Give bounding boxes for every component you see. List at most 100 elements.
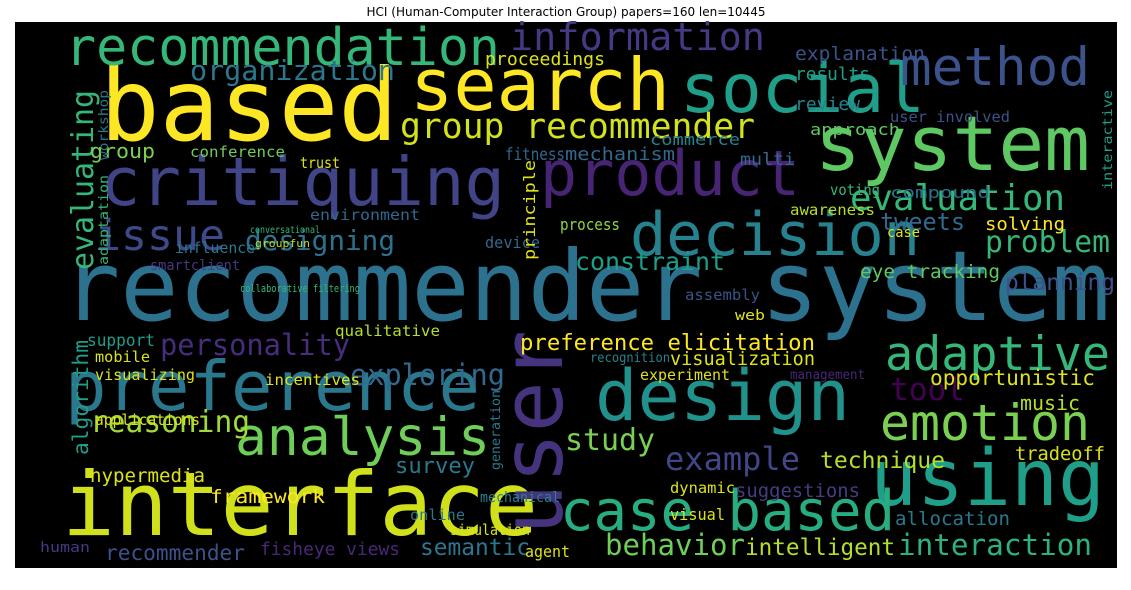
- word: method: [900, 37, 1090, 98]
- word: user involved: [890, 108, 1010, 126]
- word: review: [795, 94, 860, 115]
- word: example: [665, 440, 800, 478]
- word: mechanical: [480, 490, 560, 506]
- word: qualitative: [335, 322, 440, 340]
- word: organization: [190, 54, 395, 87]
- word: emotion: [880, 394, 1090, 452]
- word: information: [510, 15, 765, 59]
- word: intelligent: [745, 535, 895, 561]
- word: interaction: [898, 528, 1092, 562]
- word: critiquing: [100, 143, 505, 221]
- word: problem: [985, 225, 1110, 260]
- word: tweets: [880, 208, 965, 236]
- word: simulation: [450, 521, 530, 539]
- word-cloud-background: [15, 22, 1117, 568]
- figure-title: HCI (Human-Computer Interaction Group) p…: [367, 5, 766, 19]
- word: evaluation: [850, 178, 1065, 219]
- word: experiment: [640, 366, 730, 384]
- word: group recommender: [400, 107, 755, 147]
- word: allocation: [895, 508, 1010, 530]
- word: principle: [520, 160, 539, 260]
- word: interactive: [1101, 90, 1116, 190]
- word: adaptive: [885, 327, 1110, 382]
- word: mechanism: [565, 144, 675, 165]
- word: case: [887, 225, 920, 241]
- word: solving: [985, 214, 1065, 235]
- word: issue: [95, 211, 225, 261]
- word: mobile: [95, 348, 150, 366]
- word: visual: [670, 505, 725, 524]
- word: generation: [489, 390, 504, 470]
- word: multi: [740, 150, 795, 170]
- word: design: [595, 355, 850, 437]
- word: decision: [630, 200, 920, 270]
- word: visualization: [670, 348, 815, 370]
- word: fisheye views: [260, 539, 400, 560]
- word: user: [484, 330, 583, 535]
- word: eye tracking: [860, 261, 1000, 283]
- word: search: [410, 43, 670, 127]
- word: planning: [1005, 270, 1115, 296]
- word: commerce: [650, 130, 740, 149]
- word: preference: [65, 347, 480, 427]
- word: compound: [890, 183, 990, 202]
- word: conversational: [250, 225, 320, 236]
- word: assembly: [685, 286, 760, 304]
- word: designing: [245, 224, 395, 257]
- word: recommender: [105, 541, 245, 565]
- word: behavior: [605, 528, 745, 562]
- word: preference elicitation: [520, 331, 815, 356]
- word: adaptation: [97, 175, 112, 265]
- word: algorithm: [69, 340, 93, 455]
- word: recommender system: [62, 230, 1110, 343]
- word: exploring: [350, 358, 505, 392]
- word-cloud: recommender systembasedinterfacesystemus…: [40, 15, 1116, 565]
- word: web: [735, 308, 765, 324]
- word: case based: [560, 479, 895, 544]
- word: system: [815, 99, 1090, 188]
- word: technique: [820, 448, 945, 474]
- word: recognition: [590, 351, 670, 366]
- word: opportunistic: [930, 366, 1095, 390]
- word: groupfun: [255, 237, 310, 250]
- word: dynamic: [670, 479, 735, 497]
- word: trust: [300, 154, 340, 172]
- word: recommendation: [65, 18, 500, 78]
- word: using: [870, 434, 1105, 524]
- word: awareness: [790, 201, 875, 219]
- word: product: [540, 137, 800, 210]
- word: study: [565, 423, 655, 458]
- word: conference: [190, 143, 285, 161]
- word: semantic: [420, 535, 530, 561]
- word: influence: [175, 239, 255, 257]
- word: constraint: [575, 247, 725, 276]
- word: online: [410, 506, 465, 524]
- word: suggestions: [735, 480, 860, 502]
- word: tool: [890, 372, 965, 408]
- word: based: [100, 47, 398, 164]
- word: incentives: [265, 371, 360, 389]
- word: interface: [62, 453, 538, 556]
- word: explanation: [795, 43, 925, 65]
- word: smartclient: [150, 258, 240, 274]
- word: reasoning: [90, 405, 250, 440]
- word: framework: [210, 486, 326, 508]
- word: process: [560, 215, 620, 234]
- word: personality: [160, 328, 350, 362]
- word: environment: [310, 206, 420, 224]
- word: voting: [830, 181, 880, 199]
- word: support: [87, 331, 155, 351]
- word: analysis: [235, 407, 490, 468]
- word: fitness: [505, 145, 565, 165]
- word: workshop: [97, 90, 112, 160]
- word: proceedings: [485, 49, 605, 70]
- word: collaborative filtering: [240, 282, 360, 295]
- word: human: [40, 540, 90, 556]
- word: visualizing: [95, 366, 195, 384]
- word: hypermedia: [90, 465, 205, 487]
- word: survey: [395, 454, 475, 479]
- word: music: [1020, 391, 1080, 415]
- word: results: [795, 64, 870, 85]
- word: group: [90, 139, 155, 163]
